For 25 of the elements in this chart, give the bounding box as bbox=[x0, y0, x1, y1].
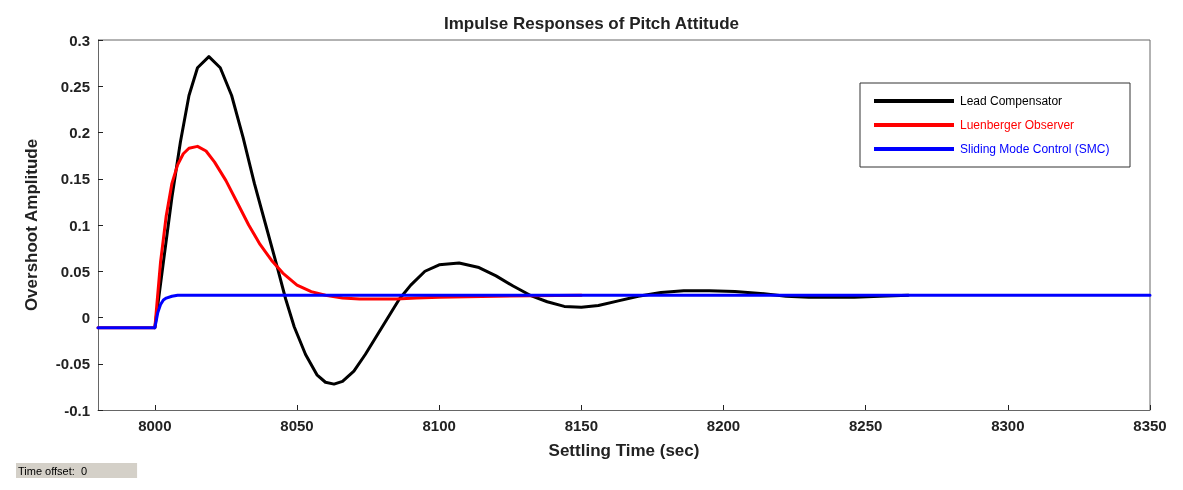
y-tick-label: -0.05 bbox=[55, 355, 90, 373]
x-tick-label: 8350 bbox=[1133, 417, 1167, 434]
text: Sliding Mode Control (SMC) bbox=[960, 142, 1110, 156]
line-series bbox=[96, 293, 1152, 330]
x-tick-label: 8200 bbox=[706, 417, 741, 434]
y-tick-label: 0.2 bbox=[69, 124, 90, 141]
x-tick-label: 8000 bbox=[138, 417, 172, 434]
x-tick-label: 8300 bbox=[991, 417, 1025, 434]
y-tick-label: 0.3 bbox=[69, 31, 90, 49]
y-tick-label: 0 bbox=[81, 309, 90, 326]
x-tick-label: 8250 bbox=[848, 417, 883, 434]
text: Luenberger Observer bbox=[960, 118, 1075, 132]
chart-title: Impulse Responses of Pitch Attitude bbox=[443, 14, 740, 33]
y-tick-label: 0.05 bbox=[60, 262, 90, 280]
x-axis-title: Settling Time (sec) bbox=[548, 441, 700, 460]
y-tick-label: 0.25 bbox=[60, 77, 90, 95]
x-tick-label: 8050 bbox=[280, 417, 314, 434]
y-tick-label: -0.1 bbox=[64, 401, 90, 419]
text: Time offset: 0 bbox=[18, 464, 88, 477]
y-tick-label: 0.15 bbox=[60, 170, 90, 188]
text: Lead Compensator bbox=[960, 94, 1063, 108]
y-tick-label: 0.1 bbox=[69, 216, 90, 234]
x-tick-label: 8150 bbox=[564, 417, 599, 434]
y-axis-title: Overshoot Amplitude bbox=[22, 138, 41, 312]
x-tick-label: 8100 bbox=[422, 417, 456, 434]
